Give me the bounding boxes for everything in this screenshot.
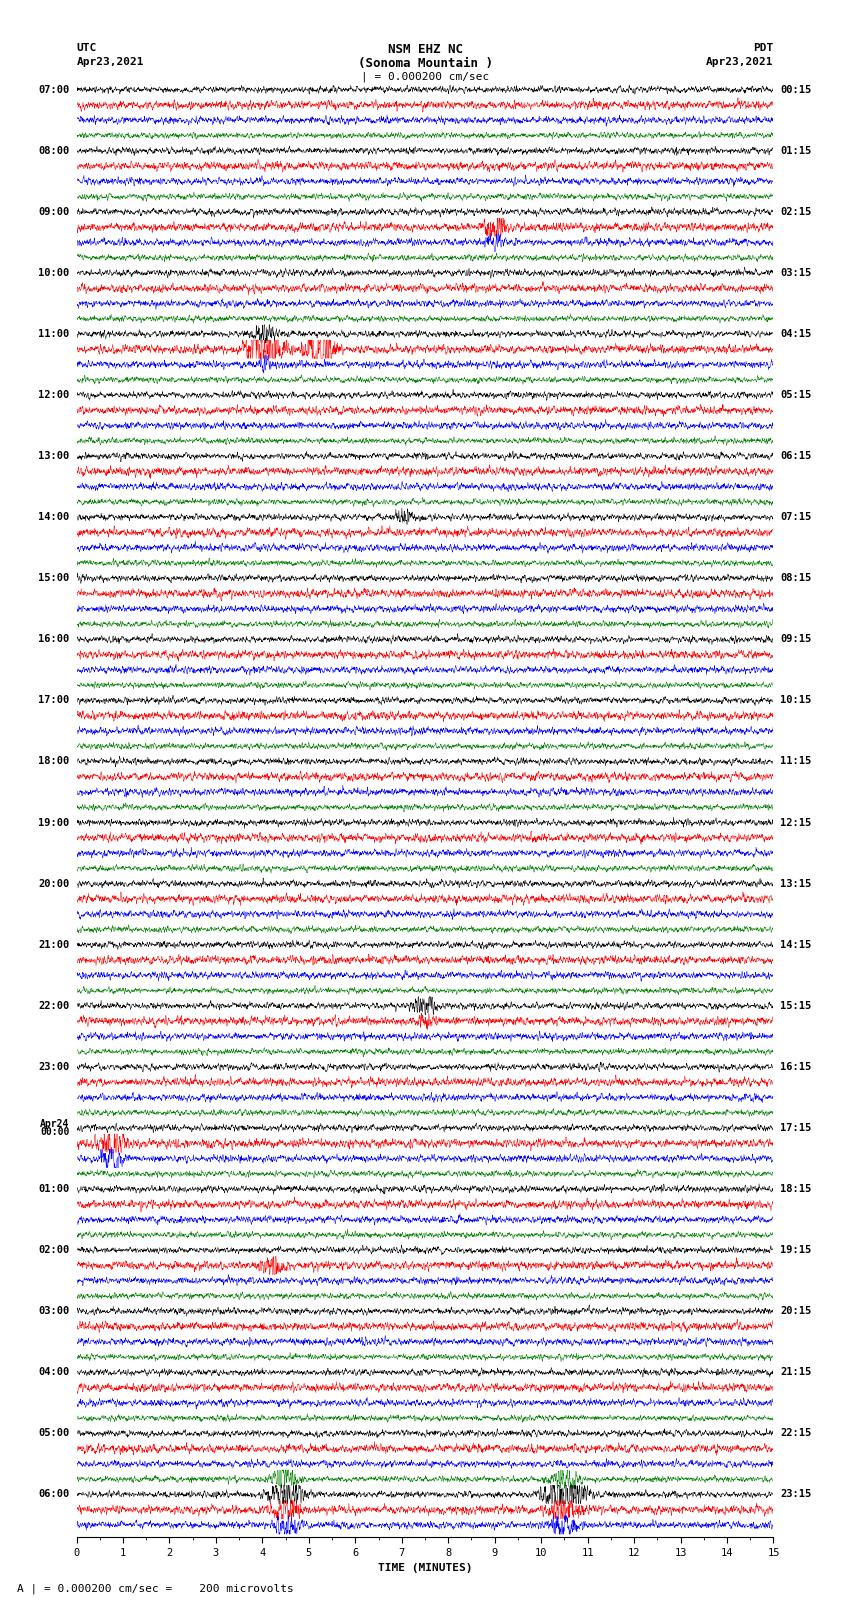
Text: 05:15: 05:15: [780, 390, 812, 400]
Text: NSM EHZ NC: NSM EHZ NC: [388, 44, 462, 56]
Text: Apr23,2021: Apr23,2021: [76, 58, 144, 68]
Text: 22:15: 22:15: [780, 1429, 812, 1439]
Text: 22:00: 22:00: [38, 1000, 70, 1011]
Text: 11:15: 11:15: [780, 756, 812, 766]
Text: UTC: UTC: [76, 44, 97, 53]
Text: 09:15: 09:15: [780, 634, 812, 644]
Text: 17:00: 17:00: [38, 695, 70, 705]
Text: 07:15: 07:15: [780, 513, 812, 523]
Text: 05:00: 05:00: [38, 1429, 70, 1439]
Text: 19:15: 19:15: [780, 1245, 812, 1255]
Text: 12:15: 12:15: [780, 818, 812, 827]
Text: (Sonoma Mountain ): (Sonoma Mountain ): [358, 58, 492, 71]
Text: Apr23,2021: Apr23,2021: [706, 58, 774, 68]
Text: 03:15: 03:15: [780, 268, 812, 277]
Text: 08:15: 08:15: [780, 573, 812, 584]
Text: 08:00: 08:00: [38, 145, 70, 156]
Text: 20:15: 20:15: [780, 1307, 812, 1316]
Text: 03:00: 03:00: [38, 1307, 70, 1316]
Text: 10:15: 10:15: [780, 695, 812, 705]
Text: 13:15: 13:15: [780, 879, 812, 889]
Text: 01:00: 01:00: [38, 1184, 70, 1194]
Text: 15:00: 15:00: [38, 573, 70, 584]
Text: 01:15: 01:15: [780, 145, 812, 156]
Text: PDT: PDT: [753, 44, 774, 53]
Text: 15:15: 15:15: [780, 1000, 812, 1011]
Text: 09:00: 09:00: [38, 206, 70, 216]
Text: 04:00: 04:00: [38, 1368, 70, 1378]
Text: 20:00: 20:00: [38, 879, 70, 889]
Text: 00:15: 00:15: [780, 84, 812, 95]
Text: 04:15: 04:15: [780, 329, 812, 339]
Text: 02:00: 02:00: [38, 1245, 70, 1255]
Text: 00:00: 00:00: [40, 1127, 70, 1137]
Text: 23:15: 23:15: [780, 1489, 812, 1500]
Text: 02:15: 02:15: [780, 206, 812, 216]
Text: Apr24: Apr24: [40, 1119, 70, 1129]
Text: 16:15: 16:15: [780, 1061, 812, 1073]
Text: 12:00: 12:00: [38, 390, 70, 400]
Text: 16:00: 16:00: [38, 634, 70, 644]
Text: 21:15: 21:15: [780, 1368, 812, 1378]
Text: 06:00: 06:00: [38, 1489, 70, 1500]
Text: 19:00: 19:00: [38, 818, 70, 827]
Text: 23:00: 23:00: [38, 1061, 70, 1073]
Text: 14:00: 14:00: [38, 513, 70, 523]
Text: 17:15: 17:15: [780, 1123, 812, 1132]
Text: 07:00: 07:00: [38, 84, 70, 95]
Text: 18:00: 18:00: [38, 756, 70, 766]
Text: 18:15: 18:15: [780, 1184, 812, 1194]
Text: 14:15: 14:15: [780, 940, 812, 950]
Text: 13:00: 13:00: [38, 452, 70, 461]
Text: 06:15: 06:15: [780, 452, 812, 461]
Text: 21:00: 21:00: [38, 940, 70, 950]
Text: 11:00: 11:00: [38, 329, 70, 339]
X-axis label: TIME (MINUTES): TIME (MINUTES): [377, 1563, 473, 1573]
Text: 10:00: 10:00: [38, 268, 70, 277]
Text: A | = 0.000200 cm/sec =    200 microvolts: A | = 0.000200 cm/sec = 200 microvolts: [17, 1582, 294, 1594]
Text: | = 0.000200 cm/sec: | = 0.000200 cm/sec: [361, 71, 489, 82]
